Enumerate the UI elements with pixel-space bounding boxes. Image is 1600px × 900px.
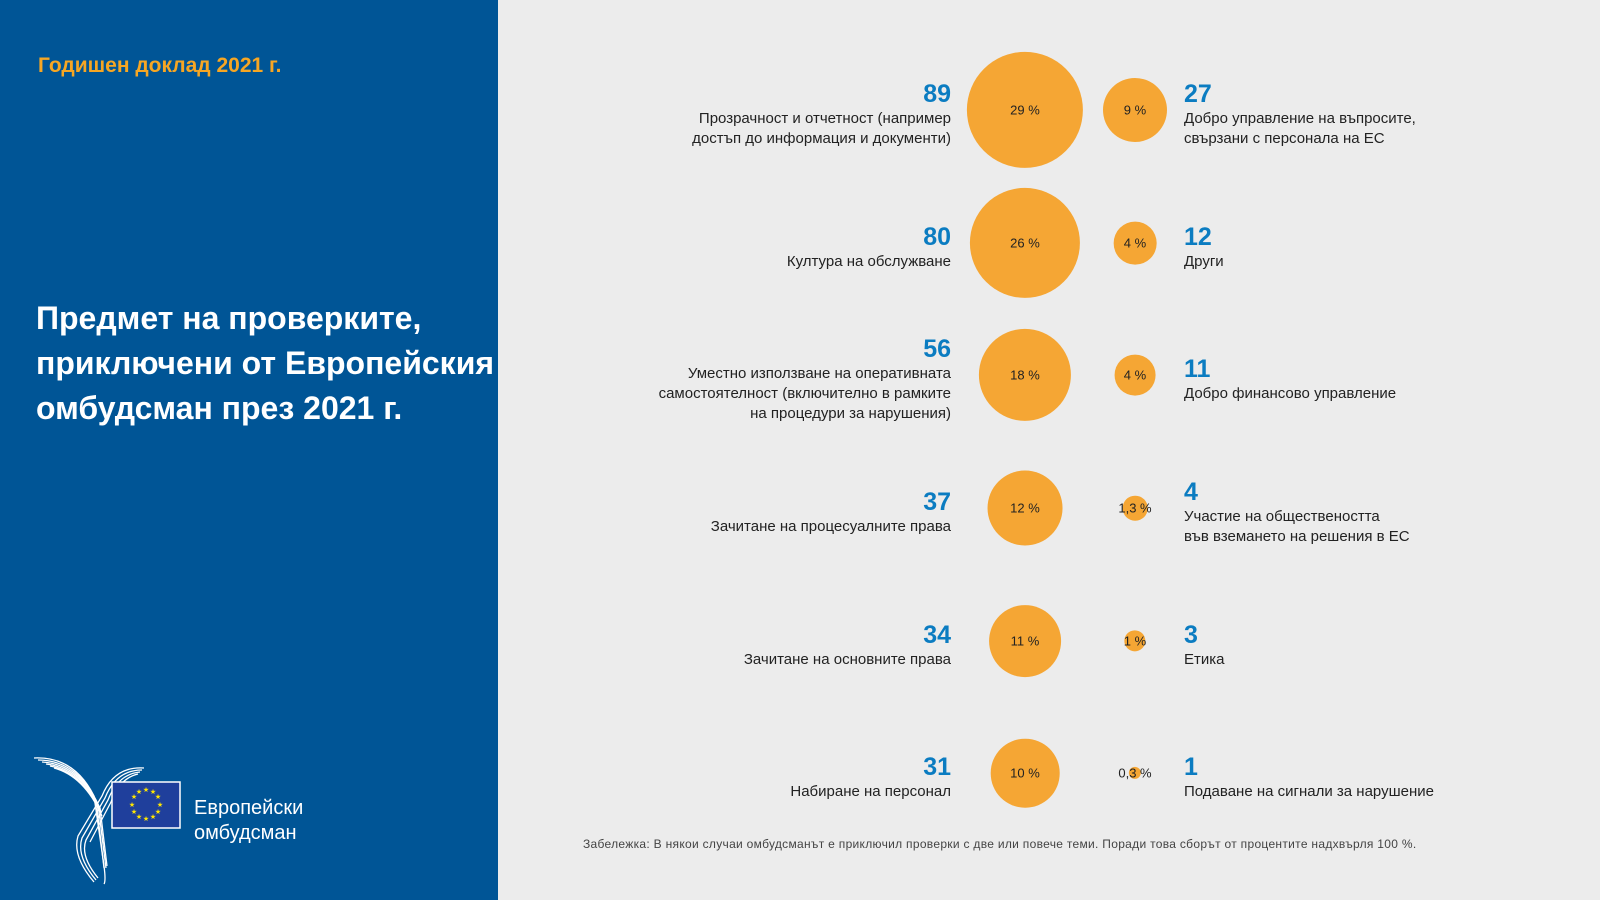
svg-text:★: ★ [155,793,161,801]
logo-line-1: Европейски [194,797,304,819]
topic-label: Добро финансово управление [1184,385,1397,402]
svg-text:★: ★ [143,786,149,794]
logo-text: Европейски омбудсман [194,796,303,846]
right-topic: 11 Добро финансово управление [1184,354,1396,404]
topic-label: Прозрачност и отчетност (например достъп… [692,110,951,147]
bubble [1128,766,1142,780]
bubble-percent: 1 % [1123,633,1147,649]
topic-count: 1 [1184,753,1198,781]
right-topic: 1 Подаване на сигнали за нарушение [1184,752,1434,802]
svg-text:★: ★ [131,808,137,816]
bubble-percent: 1,3 % [1118,500,1152,516]
svg-text:★: ★ [136,813,142,821]
bubble [987,470,1063,546]
topic-count: 89 [923,80,951,108]
bubble [1114,354,1156,396]
topic-count: 31 [923,753,951,781]
ombudsman-logo-icon: ★ ★★★ ★★★★ ★★★★ [34,757,181,885]
topic-label: Подаване на сигнали за нарушение [1184,783,1434,800]
right-topic: 27 Добро управление на въпросите, свързан… [1184,79,1416,149]
left-topic: 31 Набиране на персонал [790,752,951,802]
bubble-percent: 18 % [1010,367,1040,383]
right-topic: 4 Участие на обществеността във вземането… [1184,477,1410,547]
topic-count: 11 [1184,355,1211,383]
topic-count: 3 [1184,621,1198,649]
bubble [978,328,1072,422]
bubble-percent: 29 % [1010,102,1040,118]
topic-label: Набиране на персонал [790,783,951,800]
topic-count: 27 [1184,80,1212,108]
left-topic: 37 Зачитане на процесуалните права [711,487,951,537]
bubble [1102,77,1168,143]
topic-count: 12 [1184,223,1212,251]
bubble [969,187,1081,299]
bubble [990,738,1060,808]
topic-count: 4 [1184,478,1198,506]
svg-text:★: ★ [157,801,163,809]
bubble-percent: 0,3 % [1118,765,1152,781]
topic-label: Етика [1184,651,1225,668]
bubble [989,605,1061,677]
bubble [1122,495,1148,521]
topic-label: Участие на обществеността във вземането … [1184,508,1410,545]
bubble [1113,221,1157,265]
bubble-percent: 9 % [1123,102,1147,118]
logo-line-2: омбудсман [194,822,297,844]
left-topic: 80 Култура на обслужване [787,222,951,272]
svg-text:★: ★ [155,808,161,816]
topic-count: 80 [923,223,951,251]
bubble-percent: 12 % [1010,500,1040,516]
bubble-percent: 4 % [1123,235,1147,251]
svg-text:★: ★ [150,788,156,796]
svg-text:★: ★ [131,793,137,801]
topic-label: Зачитане на процесуалните права [710,518,951,535]
svg-text:★: ★ [143,815,149,823]
topic-count: 37 [923,488,951,516]
left-topic: 89 Прозрачност и отчетност (например дост… [692,79,951,149]
bubble [966,51,1084,169]
topic-label: Зачитане на основните права [743,651,951,668]
bubble-percent: 26 % [1010,235,1040,251]
topic-label: Култура на обслужване [786,253,951,270]
side-panel: Годишен доклад 2021 г. Предмет на провер… [0,0,498,900]
topic-label: Други [1184,253,1224,270]
topic-label: Уместно използване на оперативната самос… [658,365,951,422]
page-title: Предмет на проверките, приключени от Евр… [36,300,495,426]
bubble-percent: 4 % [1123,367,1147,383]
bubble [1124,630,1146,652]
topic-label: Добро управление на въпросите, свързани … [1184,110,1416,147]
right-topic: 12 Други [1184,222,1224,272]
left-topic: 56 Уместно използване на оперативната сам… [659,334,951,424]
bubble-percent: 10 % [1010,765,1040,781]
right-topic: 3 Етика [1184,620,1225,670]
bubble-percent: 11 % [1010,633,1040,649]
left-topic: 34 Зачитане на основните права [744,620,951,670]
topic-count: 56 [923,335,951,363]
footnote: Забележка: В някои случаи омбудсманът е … [583,837,1417,851]
svg-text:★: ★ [129,801,135,809]
svg-text:★: ★ [136,788,142,796]
svg-text:★: ★ [150,813,156,821]
topic-count: 34 [923,621,951,649]
report-kicker: Годишен доклад 2021 г. [38,54,282,77]
